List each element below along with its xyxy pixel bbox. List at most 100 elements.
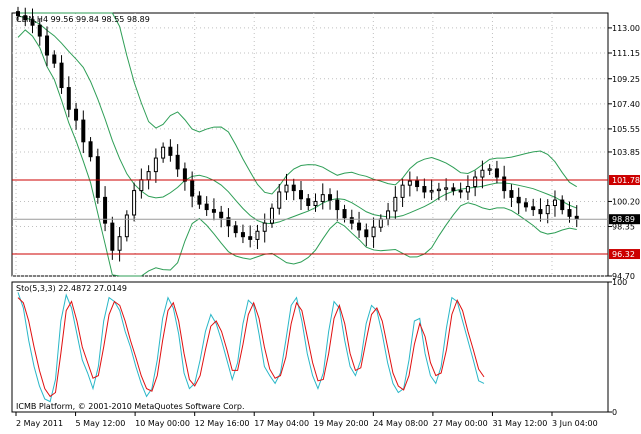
candle-body [458,190,463,193]
candle-body [161,146,166,159]
candle-body [516,196,521,204]
candle-body [74,108,79,121]
current-price-label: 98.89 [612,215,635,224]
current-price-tag [609,214,640,225]
candle-body [269,207,274,224]
time-tick-label: 2 May 2011 [16,419,63,428]
candlestick-series [16,6,579,262]
candle-body [23,15,28,21]
candle-body [342,209,347,219]
candle-body [262,222,267,232]
price-grid [12,13,608,277]
candle-body [66,87,71,110]
candle-body [168,146,173,156]
candle-body [473,176,478,188]
candle-body [226,217,231,227]
stochastic-signal-line [17,297,485,398]
candle-body [407,180,412,186]
candle-body [531,206,536,211]
candle-body [422,186,427,193]
horizontal-levels[interactable]: 101.78 96.32 98.89 [12,175,640,260]
candle-body [284,184,289,193]
candle-body [52,54,57,64]
candle-body [313,200,318,207]
level-price-tag [609,175,640,186]
candle-body [393,196,398,212]
time-tick-label: 3 Jun 04:00 [552,419,598,428]
price-tick-label: 109.25 [612,75,640,84]
stochastic-lines [17,292,485,403]
time-tick-label: 19 May 20:00 [314,419,369,428]
time-tick-label: 12 May 16:00 [195,419,250,428]
candle-body [146,171,151,181]
price-tick-label: 98.35 [612,223,635,232]
candle-body [444,187,449,190]
candle-body [124,214,129,238]
band-middle [17,15,577,225]
time-tick-label: 17 May 04:00 [254,419,309,428]
time-tick-label: 31 May 12:00 [492,419,547,428]
candle-pane-frame [11,12,609,277]
candle-body [277,191,282,209]
candle-body [545,205,550,215]
candle-body [182,168,187,182]
candle-body [117,236,122,251]
symbol-header: CLIN,H4 99.56 99.84 98.55 98.89 [16,15,150,24]
candle-body [306,198,311,207]
candle-body [95,156,100,198]
stochastic-tick-label: 100 [612,278,627,287]
candle-body [436,188,441,192]
copyright-footer: ICMB Platform, © 2001-2010 MetaQuotes So… [16,402,245,411]
candle-body [328,194,333,201]
candle-body [357,222,362,231]
candle-body [211,209,216,213]
candle-body [16,11,20,17]
candle-pane[interactable]: 101.78 96.32 98.89 CLIN,H4 99.56 99.84 98.… [11,6,640,277]
candle-body [378,218,383,228]
candle-body [465,186,470,193]
candle-body [415,180,420,188]
candle-body [567,209,572,217]
stochastic-main-line [17,292,485,403]
candle-body [487,168,492,171]
candle-body [175,154,180,170]
time-tick-label: 24 May 08:00 [373,419,428,428]
stochastic-pane-frame [11,281,609,413]
candle-body [364,229,369,238]
candle-body [502,176,507,192]
candle-body [233,225,238,234]
candle-body [248,236,253,240]
candle-body [523,202,528,208]
candle-body [509,190,514,198]
bollinger-bands [17,12,578,277]
price-tick-label: 103.85 [612,148,640,157]
candle-body [494,168,499,178]
candle-body [429,190,434,193]
candle-body [132,190,137,216]
candle-body [349,217,354,224]
indicator-header: Sto(5,3,3) 22.4872 27.0149 [16,284,127,293]
candle-body [451,187,456,192]
candle-body [552,199,557,207]
price-tick-label: 100.20 [612,197,640,206]
candle-body [320,194,325,202]
band-upper [18,12,578,195]
time-axis: 2 May 2011 5 May 12:00 10 May 00:00 12 May … [15,412,598,428]
price-tick-label: 113.00 [612,24,640,33]
candle-body [240,232,245,238]
candle-body [190,180,195,197]
time-tick-label: 27 May 00:00 [433,419,488,428]
stochastic-axis: 100 0 [608,278,627,417]
stochastic-pane[interactable]: Sto(5,3,3) 22.4872 27.0149 ICMB Platform… [11,281,609,413]
price-tick-label: 111.15 [612,49,640,58]
candle-body [560,199,565,211]
candle-body [103,196,108,224]
candle-body [110,222,115,251]
candle-body [255,230,260,240]
price-axis: 113.00 111.15 109.25 107.40 105.55 103.85 100.… [608,24,640,281]
price-tick-label: 107.40 [612,100,640,109]
candle-body [37,24,42,37]
level-price-label: 96.32 [612,250,635,259]
candle-body [59,62,64,89]
